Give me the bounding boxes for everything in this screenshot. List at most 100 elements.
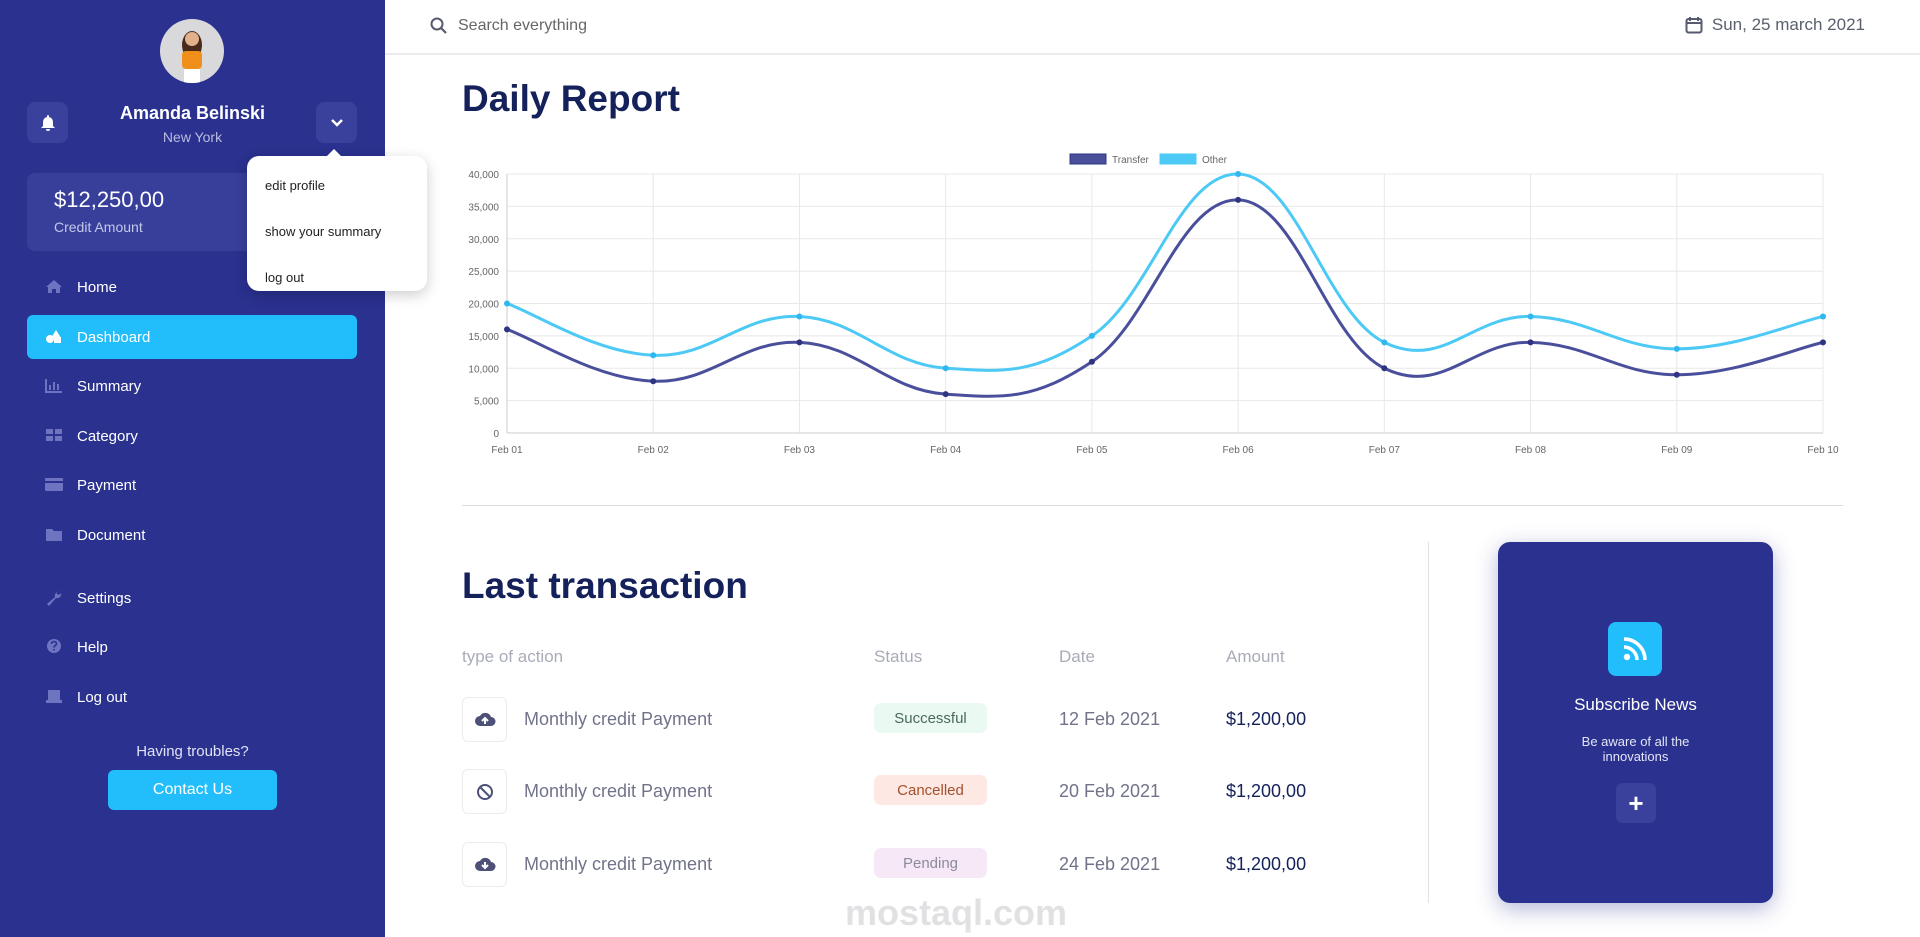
x-tick-label: Feb 10 (1807, 445, 1839, 456)
watermark: mostaql.com (845, 892, 1068, 933)
cloud-download-icon (462, 842, 507, 887)
cloud-upload-icon (462, 697, 507, 742)
sidebar-item-label: Settings (77, 589, 132, 607)
search-input[interactable]: Search everything (430, 17, 587, 35)
header-amount: Amount (1226, 647, 1285, 666)
data-point-other (942, 365, 949, 372)
table-row[interactable]: Monthly credit Payment Cancelled 20 Feb 20… (462, 769, 1362, 815)
header-type: type of action (462, 647, 564, 666)
home-icon (45, 280, 63, 294)
y-tick-label: 20,000 (468, 300, 499, 311)
transaction-amount: $1,200,00 (1226, 709, 1307, 729)
sidebar-item-category[interactable]: Category (27, 414, 357, 458)
date-text: Sun, 25 march 2021 (1711, 15, 1865, 34)
section-divider (462, 505, 1843, 506)
y-tick-label: 15,000 (468, 332, 499, 343)
header-status: Status (874, 647, 923, 666)
transactions-title: Last transaction (462, 565, 748, 606)
series-line-transfer (506, 198, 1824, 398)
status-badge: Successful (874, 703, 987, 733)
sidebar-item-dashboard[interactable]: Dashboard (27, 315, 357, 359)
sidebar-item-payment[interactable]: Payment (27, 463, 357, 507)
bell-icon (40, 114, 55, 131)
search-placeholder: Search everything (458, 17, 587, 34)
contact-us-button[interactable]: Contact Us (108, 770, 277, 810)
dropdown-show-summary[interactable]: show your summary (265, 223, 382, 239)
data-point-other (1527, 313, 1534, 320)
dropdown-log-out[interactable]: log out (265, 269, 305, 285)
header-date: Date (1059, 647, 1095, 666)
y-tick-label: 30,000 (468, 235, 499, 246)
notification-bell-button[interactable] (27, 102, 68, 143)
transaction-date: 12 Feb 2021 (1059, 709, 1161, 729)
current-date: Sun, 25 march 2021 (1685, 15, 1865, 35)
sidebar-item-label: Category (77, 427, 138, 445)
transaction-date: 24 Feb 2021 (1059, 854, 1161, 874)
data-point-transfer (1088, 358, 1095, 365)
shapes-icon (45, 330, 63, 344)
data-point-other (1381, 339, 1388, 346)
x-tick-label: Feb 02 (638, 445, 670, 456)
data-point-other (650, 352, 657, 359)
subscribe-title: Subscribe News (1574, 695, 1697, 714)
sidebar-item-label: Dashboard (77, 328, 151, 346)
data-point-transfer (942, 391, 949, 398)
ban-icon (462, 769, 507, 814)
data-point-transfer (504, 326, 510, 333)
action-type: Monthly credit Payment (524, 781, 713, 801)
dropdown-edit-profile[interactable]: edit profile (265, 177, 325, 193)
sidebar-item-document[interactable]: Document (27, 513, 357, 557)
data-point-transfer (1527, 339, 1534, 346)
data-point-transfer (796, 339, 803, 346)
credit-label: Credit Amount (54, 219, 143, 235)
sidebar-item-log-out[interactable]: Log out (27, 675, 357, 719)
x-tick-label: Feb 08 (1515, 445, 1547, 456)
action-type: Monthly credit Payment (524, 709, 713, 729)
help-icon (45, 639, 63, 654)
profile-menu-toggle[interactable] (316, 102, 357, 143)
profile-dropdown: edit profile show your summary log out (247, 149, 427, 291)
x-tick-label: Feb 03 (784, 445, 816, 456)
data-point-other (1088, 332, 1095, 339)
data-point-other (1235, 171, 1242, 177)
search-icon (430, 17, 447, 34)
legend-label[interactable]: Other (1202, 155, 1228, 166)
y-tick-label: 5,000 (474, 397, 499, 408)
y-tick-label: 10,000 (468, 364, 499, 375)
action-type: Monthly credit Payment (524, 854, 713, 874)
user-city: New York (162, 129, 223, 145)
y-tick-label: 25,000 (468, 267, 499, 278)
table-row[interactable]: Monthly credit Payment Pending 24 Feb 2021… (462, 842, 1362, 888)
daily-report-chart: 0 5,000 10,000 15,000 20,000 25,000 30,000 35,0… (468, 153, 1839, 456)
sidebar-item-label: Summary (77, 377, 142, 395)
avatar[interactable] (160, 19, 224, 83)
x-tick-label: Feb 04 (930, 445, 962, 456)
subscribe-plus-button[interactable]: + (1616, 783, 1656, 823)
x-tick-label: Feb 05 (1076, 445, 1108, 456)
chart-icon (45, 379, 63, 393)
legend-label[interactable]: Transfer (1112, 155, 1150, 166)
sidebar-item-settings[interactable]: Settings (27, 576, 357, 620)
sidebar-item-label: Log out (77, 688, 128, 706)
sidebar-item-label: Help (77, 638, 108, 656)
top-bar: Search everything Sun, 25 march 2021 (385, 0, 1920, 55)
x-tick-label: Feb 07 (1369, 445, 1401, 456)
y-tick-label: 0 (493, 429, 499, 440)
table-row[interactable]: Monthly credit Payment Successful 12 Feb 2… (462, 697, 1362, 743)
data-point-transfer (1235, 196, 1242, 203)
subscribe-card: Subscribe News Be aware of all the innov… (1498, 542, 1773, 903)
sidebar-item-help[interactable]: Help (27, 625, 357, 669)
data-point-other (1673, 345, 1680, 352)
data-point-transfer (650, 378, 657, 385)
card-icon (45, 478, 63, 492)
folder-icon (45, 528, 63, 542)
data-point-other (504, 300, 510, 307)
series-line-other (506, 172, 1824, 372)
wrench-icon (45, 591, 63, 606)
sidebar-item-summary[interactable]: Summary (27, 364, 357, 408)
grid-icon (45, 429, 63, 443)
user-name: Amanda Belinski (119, 103, 266, 123)
sidebar-item-home[interactable]: Home (27, 265, 357, 309)
x-tick-label: Feb 09 (1661, 445, 1693, 456)
subscribe-subtitle: Be aware of all the innovations (1581, 734, 1690, 764)
